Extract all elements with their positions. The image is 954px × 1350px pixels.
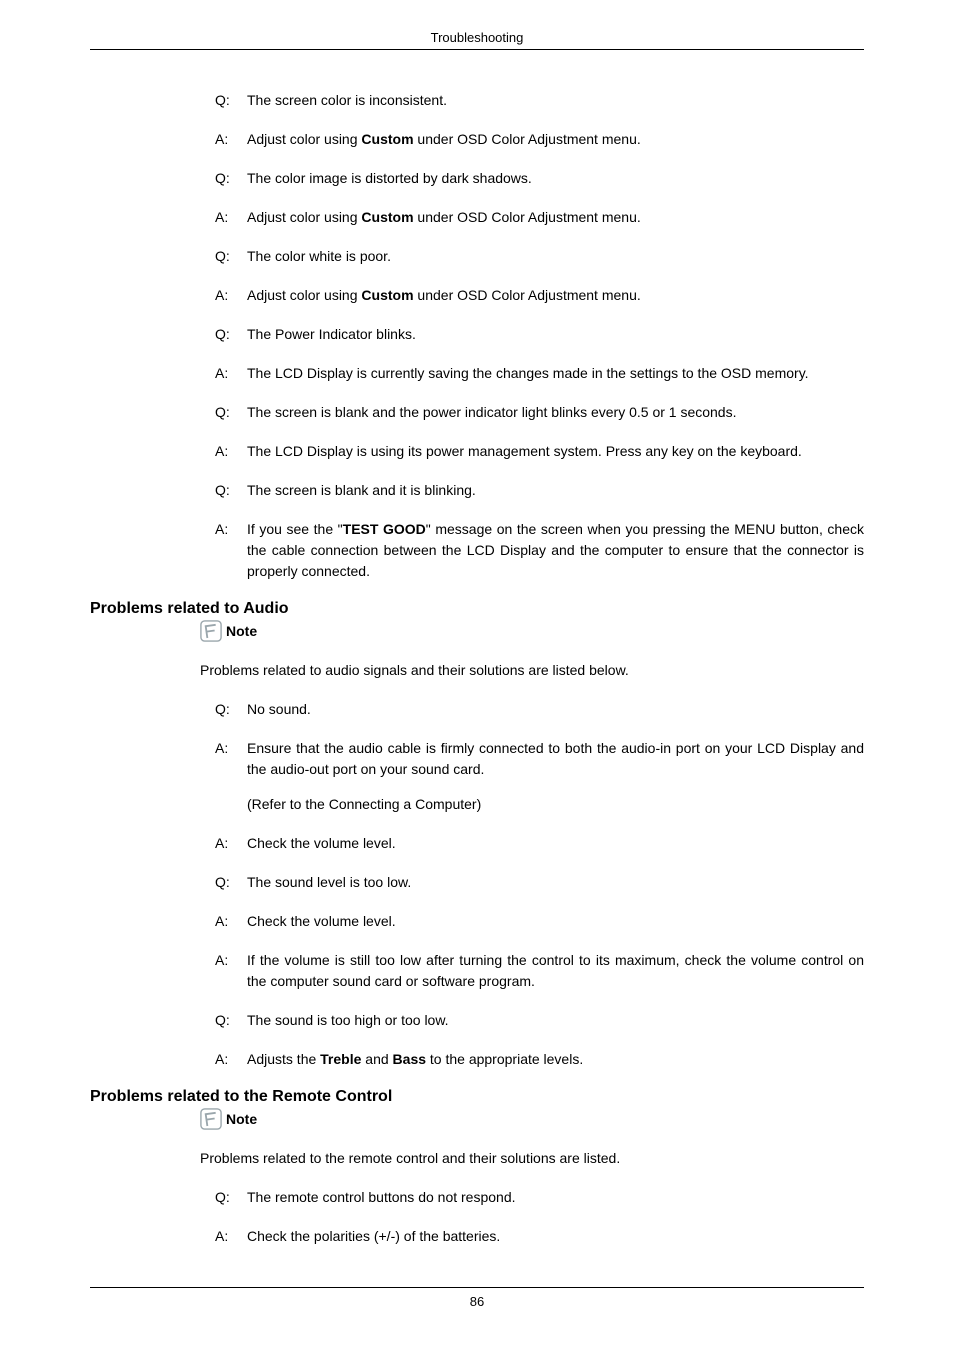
qa-item: Q:The screen color is inconsistent. <box>215 90 864 111</box>
qa-item: Q:No sound. <box>215 699 864 720</box>
qa-label: Q: <box>215 1010 247 1031</box>
note-icon <box>200 1108 222 1130</box>
note-row-remote: Note <box>90 1108 864 1130</box>
qa-text: Adjust color using Custom under OSD Colo… <box>247 129 864 150</box>
note-desc-audio: Problems related to audio signals and th… <box>90 660 864 681</box>
qa-label: Q: <box>215 699 247 720</box>
qa-item: Q:The screen is blank and the power indi… <box>215 402 864 423</box>
qa-text: Ensure that the audio cable is firmly co… <box>247 738 864 815</box>
page-footer: 86 <box>90 1287 864 1309</box>
qa-label: A: <box>215 441 247 462</box>
qa-label: A: <box>215 1226 247 1247</box>
qa-label: A: <box>215 833 247 854</box>
qa-text: The remote control buttons do not respon… <box>247 1187 864 1208</box>
qa-label: A: <box>215 129 247 150</box>
qa-text: The LCD Display is using its power manag… <box>247 441 864 462</box>
page-header: Troubleshooting <box>90 30 864 50</box>
qa-text: Adjusts the Treble and Bass to the appro… <box>247 1049 864 1070</box>
qa-item: A:Adjust color using Custom under OSD Co… <box>215 207 864 228</box>
qa-label: Q: <box>215 402 247 423</box>
qa-item: A:Check the polarities (+/-) of the batt… <box>215 1226 864 1247</box>
qa-item: Q:The sound level is too low. <box>215 872 864 893</box>
note-row-audio: Note <box>90 620 864 642</box>
qa-label: A: <box>215 911 247 932</box>
qa-list-2: Q:No sound.A:Ensure that the audio cable… <box>90 699 864 1070</box>
qa-text: The sound level is too low. <box>247 872 864 893</box>
qa-item: Q:The remote control buttons do not resp… <box>215 1187 864 1208</box>
qa-item: Q:The sound is too high or too low. <box>215 1010 864 1031</box>
qa-label: A: <box>215 363 247 384</box>
qa-item: A:The LCD Display is using its power man… <box>215 441 864 462</box>
qa-label: Q: <box>215 480 247 501</box>
qa-item: Q:The Power Indicator blinks. <box>215 324 864 345</box>
qa-label: A: <box>215 519 247 582</box>
qa-text: The LCD Display is currently saving the … <box>247 363 864 384</box>
note-icon <box>200 620 222 642</box>
qa-text: If you see the "TEST GOOD" message on th… <box>247 519 864 582</box>
qa-subtext: (Refer to the Connecting a Computer) <box>247 794 864 815</box>
qa-item: Q:The color image is distorted by dark s… <box>215 168 864 189</box>
note-desc-remote: Problems related to the remote control a… <box>90 1148 864 1169</box>
qa-text: The screen is blank and the power indica… <box>247 402 864 423</box>
note-label: Note <box>226 623 257 639</box>
qa-item: Q:The screen is blank and it is blinking… <box>215 480 864 501</box>
qa-text: The screen is blank and it is blinking. <box>247 480 864 501</box>
qa-text: Check the volume level. <box>247 911 864 932</box>
qa-text: No sound. <box>247 699 864 720</box>
qa-item: A:Ensure that the audio cable is firmly … <box>215 738 864 815</box>
qa-label: A: <box>215 738 247 815</box>
qa-text: Adjust color using Custom under OSD Colo… <box>247 285 864 306</box>
qa-text: Adjust color using Custom under OSD Colo… <box>247 207 864 228</box>
qa-label: Q: <box>215 90 247 111</box>
qa-item: A:Adjusts the Treble and Bass to the app… <box>215 1049 864 1070</box>
qa-item: A:The LCD Display is currently saving th… <box>215 363 864 384</box>
qa-label: A: <box>215 285 247 306</box>
qa-label: A: <box>215 950 247 992</box>
qa-label: A: <box>215 1049 247 1070</box>
qa-text: The Power Indicator blinks. <box>247 324 864 345</box>
qa-list-3: Q:The remote control buttons do not resp… <box>90 1187 864 1247</box>
qa-label: Q: <box>215 246 247 267</box>
section-heading-remote: Problems related to the Remote Control <box>90 1088 864 1106</box>
qa-text: The color image is distorted by dark sha… <box>247 168 864 189</box>
note-label: Note <box>226 1111 257 1127</box>
qa-item: A:Check the volume level. <box>215 833 864 854</box>
qa-label: Q: <box>215 1187 247 1208</box>
qa-label: Q: <box>215 324 247 345</box>
page: Troubleshooting Q:The screen color is in… <box>0 0 954 1339</box>
qa-text: The screen color is inconsistent. <box>247 90 864 111</box>
qa-text: Check the polarities (+/-) of the batter… <box>247 1226 864 1247</box>
qa-item: A:If the volume is still too low after t… <box>215 950 864 992</box>
qa-item: A:Adjust color using Custom under OSD Co… <box>215 129 864 150</box>
qa-item: A:Check the volume level. <box>215 911 864 932</box>
qa-item: A:Adjust color using Custom under OSD Co… <box>215 285 864 306</box>
qa-text: Check the volume level. <box>247 833 864 854</box>
qa-label: Q: <box>215 872 247 893</box>
qa-item: A:If you see the "TEST GOOD" message on … <box>215 519 864 582</box>
qa-text: The sound is too high or too low. <box>247 1010 864 1031</box>
qa-label: A: <box>215 207 247 228</box>
section-heading-audio: Problems related to Audio <box>90 600 864 618</box>
qa-list-1: Q:The screen color is inconsistent.A:Adj… <box>90 90 864 582</box>
qa-text: If the volume is still too low after tur… <box>247 950 864 992</box>
qa-text: The color white is poor. <box>247 246 864 267</box>
qa-item: Q:The color white is poor. <box>215 246 864 267</box>
qa-label: Q: <box>215 168 247 189</box>
